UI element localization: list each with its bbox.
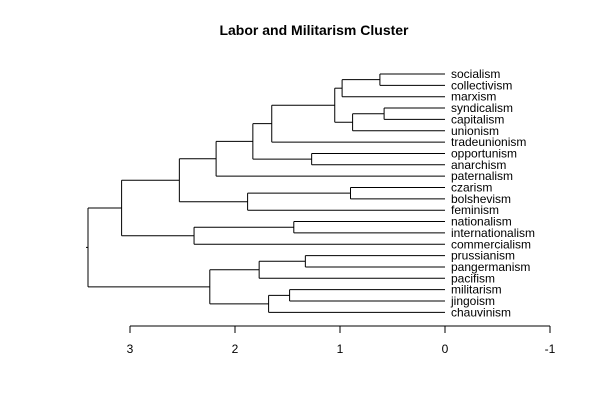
leaf-label-prussianism: prussianism (451, 249, 515, 263)
chart-title: Labor and Militarism Cluster (219, 22, 409, 38)
leaf-label-czarism: czarism (451, 181, 492, 195)
leaf-label-militarism: militarism (451, 283, 502, 297)
leaf-label-marxism: marxism (451, 90, 496, 104)
leaf-label-jingoism: jingoism (450, 294, 495, 308)
leaf-label-chauvinism: chauvinism (451, 305, 511, 319)
x-axis: 3 2 1 0 -1 (127, 325, 556, 356)
leaf-label-collectivism: collectivism (451, 78, 512, 92)
leaf-label-pangermanism: pangermanism (451, 260, 530, 274)
leaf-label-commercialism: commercialism (451, 237, 531, 251)
leaf-label-paternalism: paternalism (451, 169, 513, 183)
leaf-label-socialism: socialism (451, 67, 500, 81)
leaf-label-feminism: feminism (451, 203, 499, 217)
leaf-label-bolshevism: bolshevism (451, 192, 511, 206)
leaf-label-anarchism: anarchism (451, 158, 506, 172)
x-tick-label-1: 1 (337, 342, 344, 356)
x-tick-label-2: 2 (232, 342, 239, 356)
leaf-label-pacifism: pacifism (451, 271, 495, 285)
leaf-label-capitalism: capitalism (451, 112, 504, 126)
leaf-label-nationalism: nationalism (451, 215, 512, 229)
leaf-label-syndicalism: syndicalism (451, 101, 513, 115)
leaf-label-opportunism: opportunism (451, 146, 517, 160)
x-tick-label-3: 3 (127, 342, 134, 356)
x-tick-label-0: 0 (442, 342, 449, 356)
x-tick-label--1: -1 (545, 342, 556, 356)
leaf-label-internationalism: internationalism (451, 226, 535, 240)
leaf-labels: socialismcollectivismmarxismsyndicalismc… (450, 67, 535, 319)
leaf-label-unionism: unionism (451, 124, 499, 138)
leaf-label-tradeunionism: tradeunionism (451, 135, 526, 149)
dendrogram-links (86, 73, 445, 313)
